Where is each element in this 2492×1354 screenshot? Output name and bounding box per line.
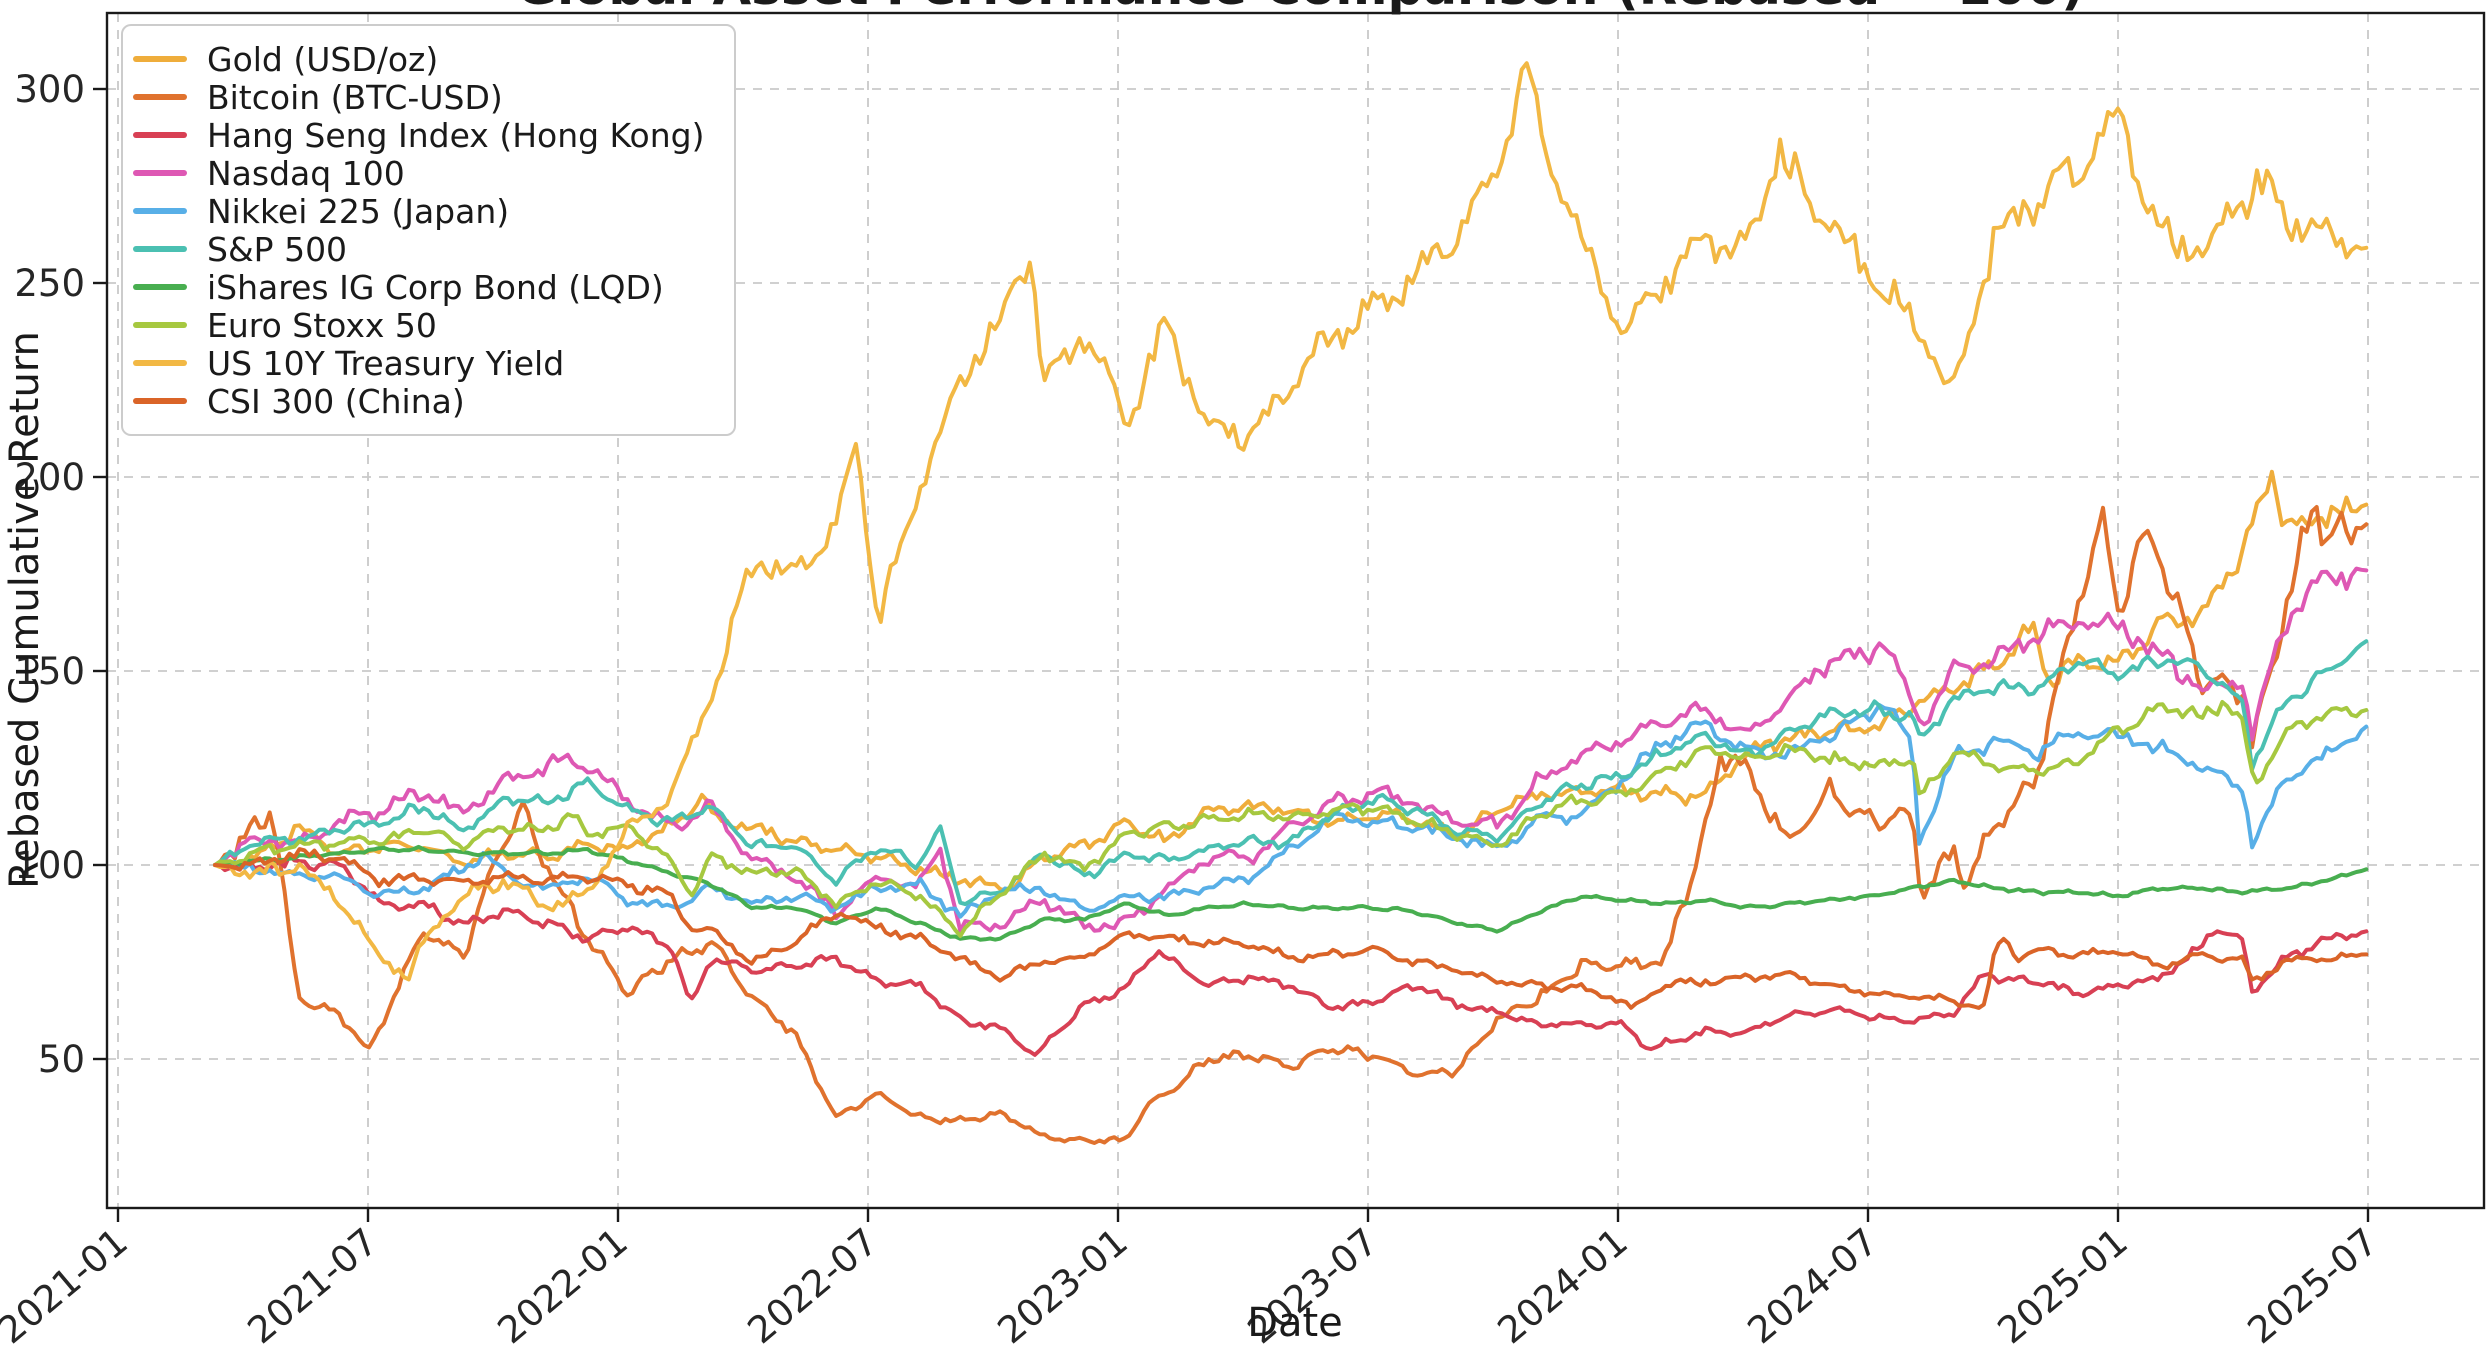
series-lines: [213, 61, 2369, 1145]
tick-label: 200: [14, 456, 85, 499]
legend-label: Gold (USD/oz): [207, 39, 439, 79]
series-line-5: [213, 639, 2369, 907]
legend-item: iShares IG Corp Bond (LQD): [133, 267, 704, 307]
legend-item: Gold (USD/oz): [133, 39, 704, 79]
legend-swatch-icon: [133, 132, 187, 138]
legend: Gold (USD/oz) Bitcoin (BTC-USD) Hang Seng …: [121, 24, 737, 436]
tick-label: 2021-01: [0, 1220, 136, 1352]
legend-item: Nasdaq 100: [133, 153, 704, 193]
tick-label: 2024-01: [1490, 1220, 1636, 1352]
series-line-2: [213, 853, 2369, 1057]
legend-swatch-icon: [133, 322, 187, 328]
series-line-7: [213, 700, 2369, 938]
y-axis-label: Rebased Cumulative Return: [2, 331, 48, 889]
legend-label: Nasdaq 100: [207, 153, 405, 193]
legend-swatch-icon: [133, 56, 187, 62]
series-line-4: [213, 703, 2369, 919]
legend-swatch-icon: [133, 398, 187, 404]
tick-label: 2023-01: [990, 1220, 1136, 1352]
legend-swatch-icon: [133, 208, 187, 214]
legend-item: S&P 500: [133, 229, 704, 269]
tick-label: 300: [14, 68, 85, 111]
series-line-8: [213, 61, 2369, 982]
tick-label: 2025-07: [2240, 1220, 2386, 1352]
legend-swatch-icon: [133, 246, 187, 252]
legend-item: Nikkei 225 (Japan): [133, 191, 704, 231]
tick-label: 2022-01: [490, 1220, 636, 1352]
series-line-9: [213, 847, 2369, 1010]
x-axis-label: Date: [1247, 1300, 1343, 1346]
legend-label: Euro Stoxx 50: [207, 305, 437, 345]
legend-item: CSI 300 (China): [133, 381, 704, 421]
legend-swatch-icon: [133, 94, 187, 100]
tick-label: 2021-07: [240, 1220, 386, 1352]
tick-label: 2025-01: [1990, 1220, 2136, 1352]
legend-item: Bitcoin (BTC-USD): [133, 77, 704, 117]
series-line-0: [213, 469, 2369, 893]
legend-swatch-icon: [133, 360, 187, 366]
legend-label: Hang Seng Index (Hong Kong): [207, 115, 705, 155]
series-line-6: [213, 844, 2369, 942]
tick-label: 2024-07: [1740, 1220, 1886, 1352]
legend-label: CSI 300 (China): [207, 381, 465, 421]
legend-label: Bitcoin (BTC-USD): [207, 77, 503, 117]
tick-label: 100: [14, 844, 85, 887]
legend-label: US 10Y Treasury Yield: [207, 343, 565, 383]
legend-swatch-icon: [133, 170, 187, 176]
tick-label: 150: [14, 650, 85, 693]
tick-label: 2022-07: [740, 1220, 886, 1352]
legend-label: iShares IG Corp Bond (LQD): [207, 267, 664, 307]
plot-border: [105, 11, 2486, 1210]
tick-label: 50: [38, 1038, 85, 1081]
legend-item: Hang Seng Index (Hong Kong): [133, 115, 705, 155]
legend-label: Nikkei 225 (Japan): [207, 191, 510, 231]
series-line-3: [213, 566, 2369, 933]
legend-item: US 10Y Treasury Yield: [133, 343, 704, 383]
axis-ticks: [93, 87, 2370, 1222]
legend-label: S&P 500: [207, 229, 348, 269]
series-line-1: [213, 505, 2369, 1145]
tick-label: 250: [14, 262, 85, 305]
legend-swatch-icon: [133, 284, 187, 290]
legend-item: Euro Stoxx 50: [133, 305, 704, 345]
